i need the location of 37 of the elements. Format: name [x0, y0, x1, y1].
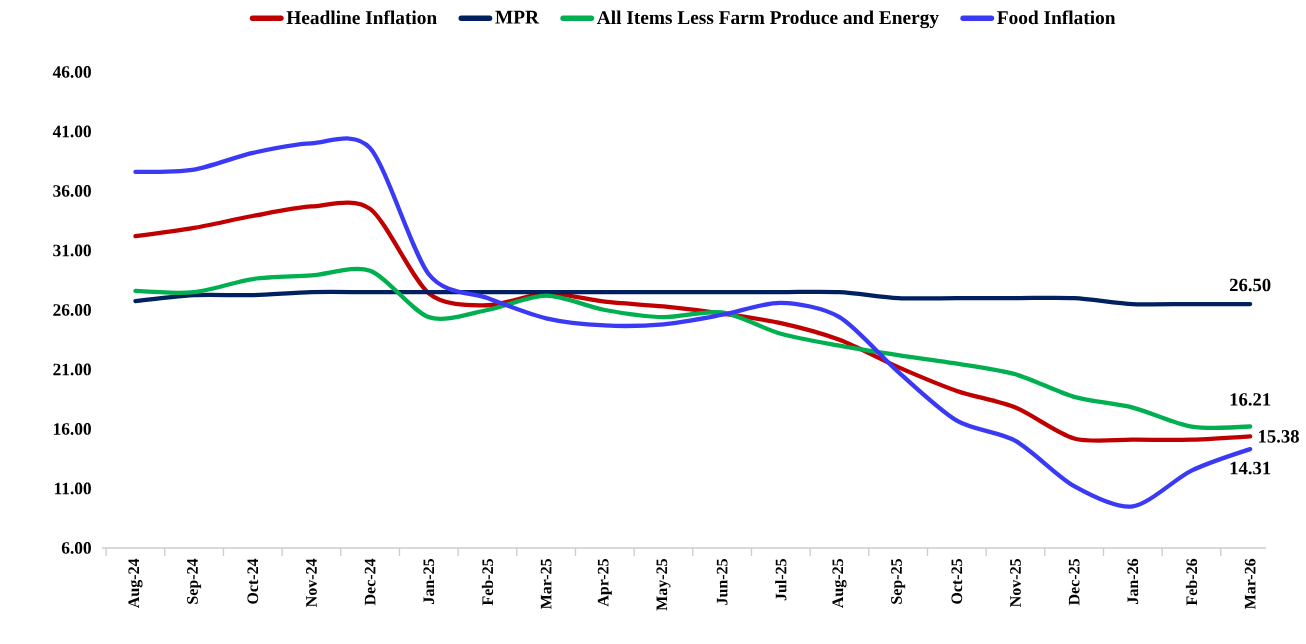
data-label: 15.38: [1259, 430, 1299, 443]
x-tick-label: Aug-25: [832, 559, 847, 609]
x-tick-label: Mar-26: [1244, 558, 1256, 610]
data-label: 16.21: [1230, 393, 1271, 406]
x-tick-label: Dec-25: [1068, 559, 1080, 606]
y-tick-label: 21.00: [53, 363, 91, 376]
x-tick-label: Sep-24: [187, 558, 202, 604]
x-tick-label: Oct-25: [951, 558, 963, 604]
y-tick-label: 11.00: [54, 482, 91, 495]
x-tick-label: Dec-24: [364, 558, 376, 606]
y-tick-label: 36.00: [53, 185, 91, 197]
x-tick-label: Feb-25: [481, 559, 494, 606]
y-tick-label: 16.00: [53, 423, 91, 435]
legend-label: MPR: [495, 10, 540, 24]
data-label: 14.31: [1230, 461, 1271, 475]
x-tick-label: Mar-25: [540, 558, 552, 610]
x-tick-label: Aug-24: [128, 558, 143, 609]
y-tick-label: 46.00: [52, 66, 91, 78]
y-tick-label: 31.00: [53, 244, 91, 257]
y-tick-label: 6.00: [61, 542, 91, 554]
x-tick-label: Feb-26: [1185, 558, 1198, 606]
legend-label: Headline Inflation: [286, 10, 437, 25]
x-tick-label: Apr-25: [597, 559, 612, 607]
y-tick-label: 41.00: [52, 125, 91, 138]
data-label: 26.50: [1229, 278, 1271, 292]
x-tick-label: Jun-25: [716, 559, 728, 605]
x-tick-label: May-25: [656, 559, 671, 611]
x-tick-label: Jul-25: [775, 559, 787, 601]
legend-label: All Items Less Farm Produce and Energy: [596, 10, 939, 29]
y-tick-label: 26.00: [53, 304, 91, 316]
x-tick-label: Nov-24: [306, 558, 317, 607]
x-tick-label: Jan-25: [423, 559, 435, 604]
x-tick-label: Oct-24: [247, 558, 259, 604]
x-tick-label: Jan-26: [1127, 558, 1139, 604]
x-tick-label: Nov-25: [1010, 559, 1021, 607]
legend-label: Food Inflation: [997, 10, 1116, 25]
x-tick-label: Sep-25: [891, 559, 906, 604]
